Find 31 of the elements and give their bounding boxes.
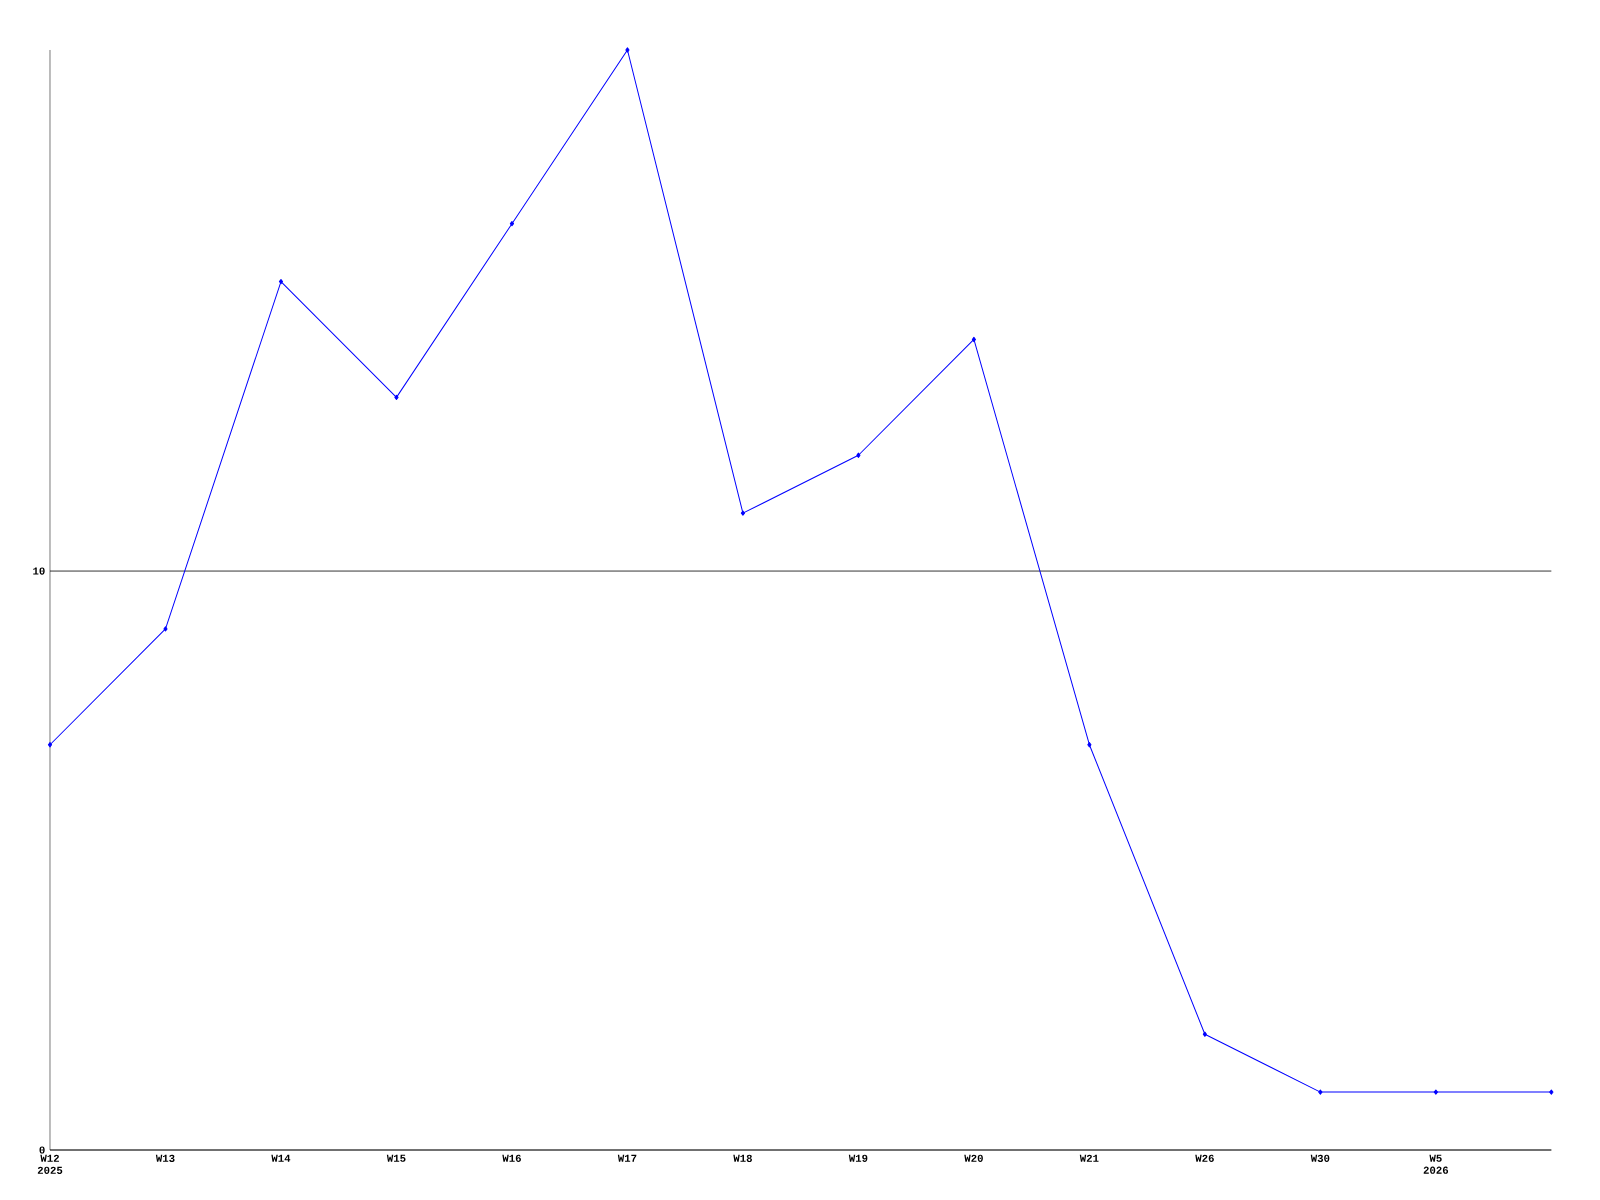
y-tick-label: 0: [39, 1146, 45, 1154]
x-tick-label: W12: [40, 1154, 59, 1162]
point: [278, 278, 284, 285]
x-tick-label: W19: [848, 1154, 868, 1162]
point: [509, 221, 515, 227]
point: [856, 452, 861, 458]
point: [47, 742, 53, 748]
x-tick-label: W21: [1079, 1154, 1099, 1162]
x-tick-label: W17: [617, 1154, 637, 1162]
x-tick-label: W5: [1429, 1154, 1442, 1162]
point: [625, 47, 630, 53]
point: [394, 394, 399, 400]
point: [1087, 742, 1092, 748]
x-tick-label: W15: [386, 1154, 406, 1162]
x-tick-label: W20: [964, 1154, 983, 1162]
text: 2025: [37, 1166, 63, 1174]
point: [1318, 1089, 1323, 1095]
x-tick-label: W16: [502, 1154, 521, 1162]
point: [1433, 1089, 1438, 1095]
point: [740, 510, 746, 516]
x-tick-label: W30: [1310, 1154, 1330, 1162]
x-tick-label: W13: [155, 1154, 175, 1162]
y-tick-label: 10: [33, 567, 45, 575]
point: [1549, 1089, 1554, 1095]
point: [1202, 1031, 1207, 1037]
x-tick-label: W26: [1195, 1154, 1214, 1162]
x-tick-label: W14: [271, 1154, 291, 1162]
point: [971, 336, 976, 343]
text: 2026: [1423, 1166, 1449, 1174]
point: [163, 626, 168, 632]
x-tick-label: W18: [733, 1154, 752, 1162]
